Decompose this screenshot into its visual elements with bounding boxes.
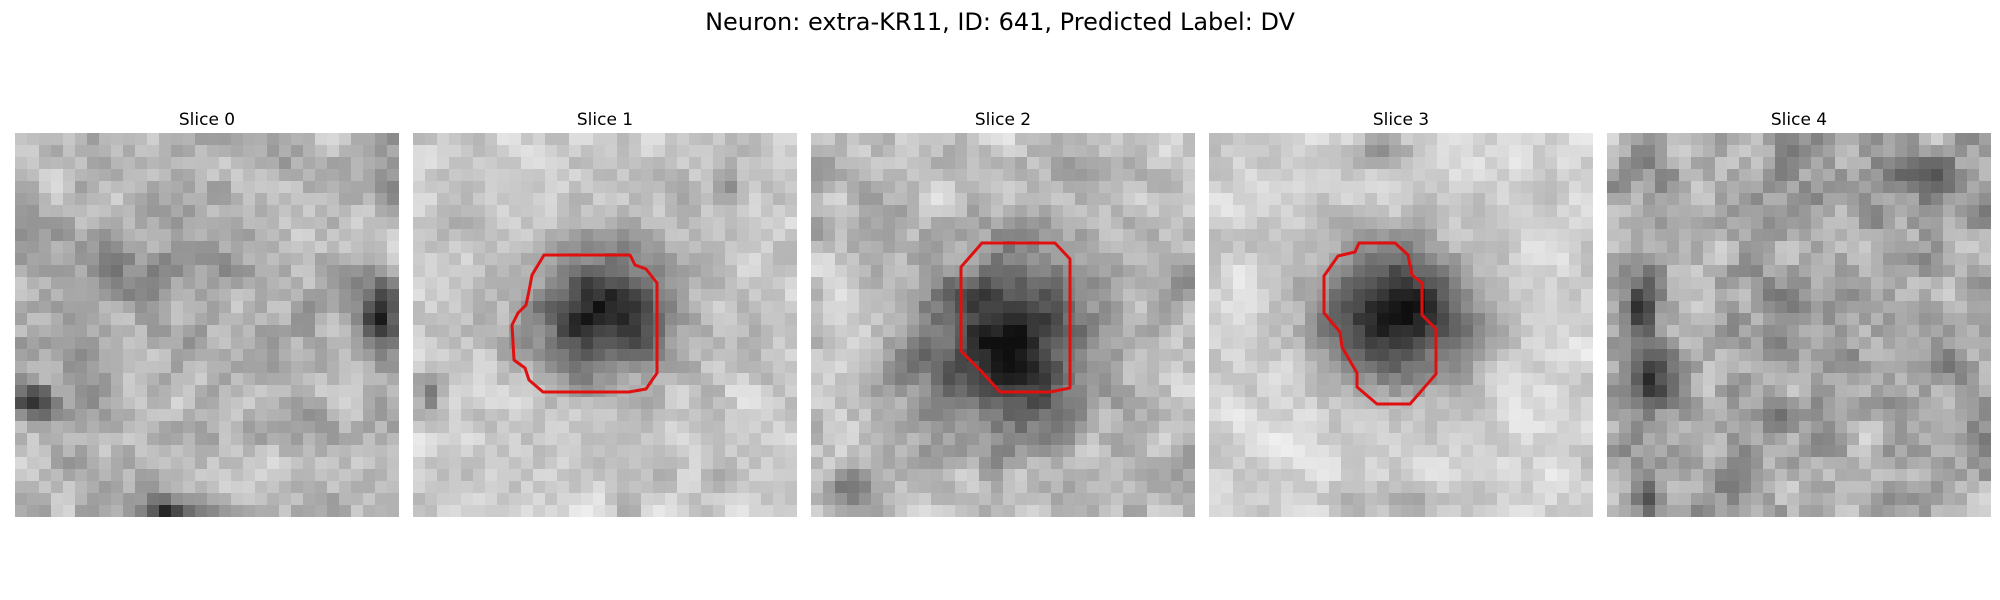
slice-0-title: Slice 0 [178,110,236,130]
slice-0-image [15,133,399,517]
slice-4-title: Slice 4 [1770,110,1828,130]
slice-4-image [1607,133,1991,517]
segmentation-contour [1322,241,1438,406]
slice-1-image [413,133,797,517]
slice-1-title: Slice 1 [576,110,634,130]
slice-3-image [1209,133,1593,517]
segmentation-contour [959,241,1072,394]
segmentation-contour [510,253,659,394]
slice-3-title: Slice 3 [1372,110,1430,130]
slice-2-image [811,133,1195,517]
slice-2-title: Slice 2 [974,110,1032,130]
figure-title: Neuron: extra-KR11, ID: 641, Predicted L… [705,8,1295,36]
